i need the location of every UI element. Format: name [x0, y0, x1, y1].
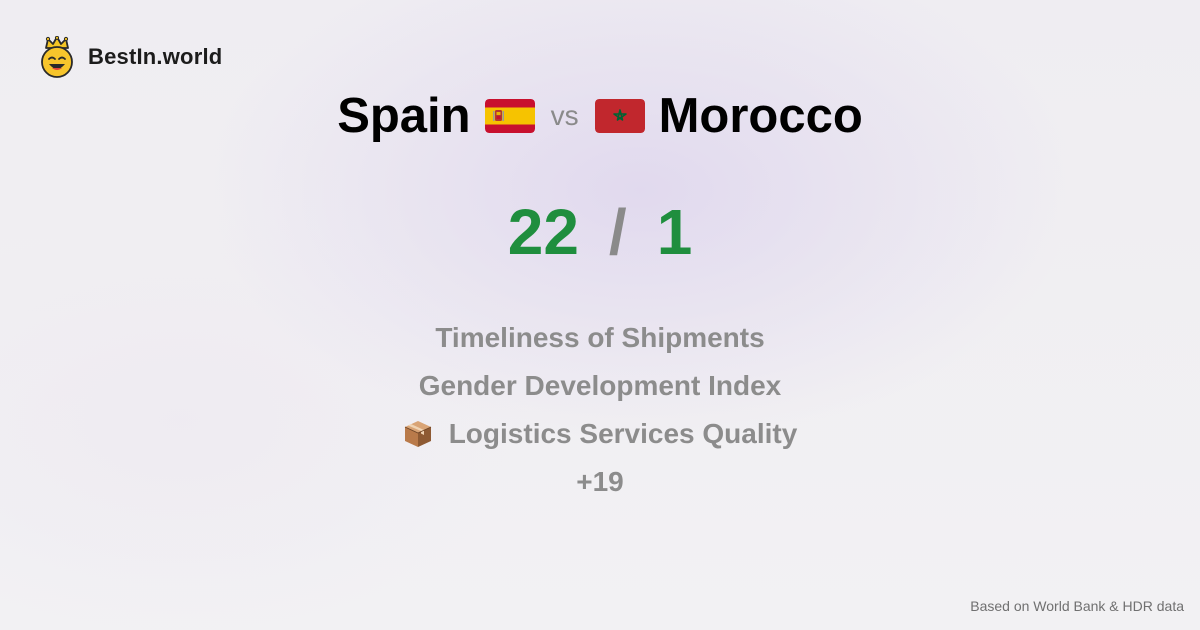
metric-label: Timeliness of Shipments — [435, 322, 765, 353]
metric-label: +19 — [576, 466, 624, 497]
score-separator: / — [608, 196, 627, 268]
crowned-smiley-icon — [41, 36, 73, 78]
metric-label: Logistics Services Quality — [448, 418, 798, 449]
vs-label: vs — [550, 100, 579, 131]
metric-item: Logistics Services Quality — [403, 410, 798, 458]
morocco-flag-icon — [594, 99, 645, 133]
metric-list: Timeliness of Shipments Gender Developme… — [0, 314, 1200, 506]
data-source-note: Based on World Bank & HDR data — [970, 598, 1184, 614]
package-icon — [404, 421, 431, 447]
more-metrics-count[interactable]: +19 — [576, 458, 624, 506]
metric-label: Gender Development Index — [418, 370, 782, 401]
brand-name: BestIn.world — [88, 44, 223, 69]
spain-flag-icon — [484, 99, 535, 133]
left-score: 22 — [507, 196, 579, 268]
metric-item: Timeliness of Shipments — [435, 314, 764, 362]
right-score: 1 — [656, 196, 693, 268]
left-country-name: Spain — [337, 89, 471, 143]
comparison-title: Spain vs Morocco — [0, 86, 1200, 146]
brand-logo[interactable]: BestIn.world — [38, 36, 222, 78]
metric-item: Gender Development Index — [419, 362, 782, 410]
right-country-name: Morocco — [658, 89, 863, 143]
score-display: 22 / 1 — [0, 196, 1200, 268]
